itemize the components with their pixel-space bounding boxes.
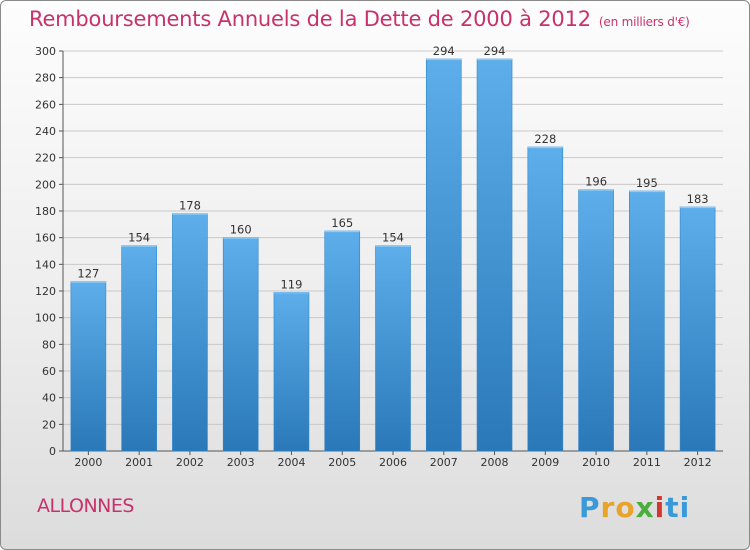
bar: [375, 245, 411, 452]
data-label: 294: [433, 44, 455, 58]
bar: [578, 189, 614, 452]
bar: [70, 281, 107, 452]
bar: [324, 230, 361, 452]
y-tick-label: 100: [35, 312, 56, 325]
data-label: 160: [230, 223, 252, 237]
y-tick-label: 20: [42, 418, 56, 431]
y-tick-label: 260: [35, 98, 56, 111]
data-label: 119: [280, 277, 302, 291]
x-tick-label: 2005: [328, 456, 356, 469]
chart-subtitle: (en milliers d'€): [598, 15, 690, 29]
bar: [679, 206, 716, 452]
bar-layer: [70, 58, 716, 452]
bar: [172, 213, 208, 452]
y-tick-label: 200: [35, 178, 56, 191]
x-tick-label: 2004: [277, 456, 305, 469]
proxiti-logo[interactable]: Proxiti: [579, 491, 690, 524]
data-label: 183: [687, 192, 709, 206]
y-tick-label: 280: [35, 72, 56, 85]
axis-layer: 0 20 40 60 80 100 120 140 160 180 200 220 240 260 280 3…: [35, 45, 723, 469]
data-label: 154: [382, 231, 404, 245]
y-tick-label: 140: [35, 258, 56, 271]
x-tick-label: 2009: [531, 456, 559, 469]
data-label: 196: [585, 175, 607, 189]
data-label: 294: [484, 44, 506, 58]
chart-title-text: Remboursements Annuels de la Dette de 20…: [29, 7, 591, 31]
logo-letter: x: [635, 491, 655, 524]
x-tick-label: 2012: [684, 456, 712, 469]
y-tick-label: 300: [35, 45, 56, 58]
x-tick-label: 2001: [125, 456, 153, 469]
x-tick-label: 2003: [227, 456, 255, 469]
y-tick-label: 160: [35, 232, 56, 245]
data-label: 154: [128, 231, 150, 245]
y-tick-label: 220: [35, 152, 56, 165]
logo-letter: i: [654, 491, 666, 524]
y-tick-label: 120: [35, 285, 56, 298]
x-tick-label: 2008: [481, 456, 509, 469]
bar: [121, 245, 157, 452]
data-label: 178: [179, 199, 201, 213]
logo-letter: r: [600, 491, 616, 524]
bar: [476, 58, 513, 452]
bar: [222, 237, 259, 452]
y-tick-label: 240: [35, 125, 56, 138]
bar: [527, 146, 564, 452]
label-layer: 127 154 178 160 119 165 154 294 294 228 196 195 183: [77, 44, 708, 291]
bar: [629, 190, 665, 452]
x-tick-label: 2011: [633, 456, 661, 469]
y-tick-label: 60: [42, 365, 56, 378]
chart-title: Remboursements Annuels de la Dette de 20…: [29, 7, 690, 31]
commune-name: ALLONNES: [37, 495, 134, 517]
y-tick-label: 180: [35, 205, 56, 218]
x-tick-label: 2010: [582, 456, 610, 469]
y-tick-label: 80: [42, 338, 56, 351]
y-tick-label: 40: [42, 392, 56, 405]
bar: [425, 58, 462, 452]
data-label: 127: [77, 267, 99, 281]
logo-letter: i: [679, 491, 691, 524]
logo-letter: t: [665, 491, 680, 524]
x-tick-label: 2007: [430, 456, 458, 469]
logo-letter: P: [579, 491, 601, 524]
logo-letter: o: [615, 491, 636, 524]
x-tick-label: 2002: [176, 456, 204, 469]
x-tick-label: 2000: [74, 456, 102, 469]
x-tick-label: 2006: [379, 456, 407, 469]
data-label: 195: [636, 176, 658, 190]
data-label: 165: [331, 216, 353, 230]
y-tick-label: 0: [49, 445, 56, 458]
data-label: 228: [534, 132, 556, 146]
bar: [273, 292, 310, 452]
